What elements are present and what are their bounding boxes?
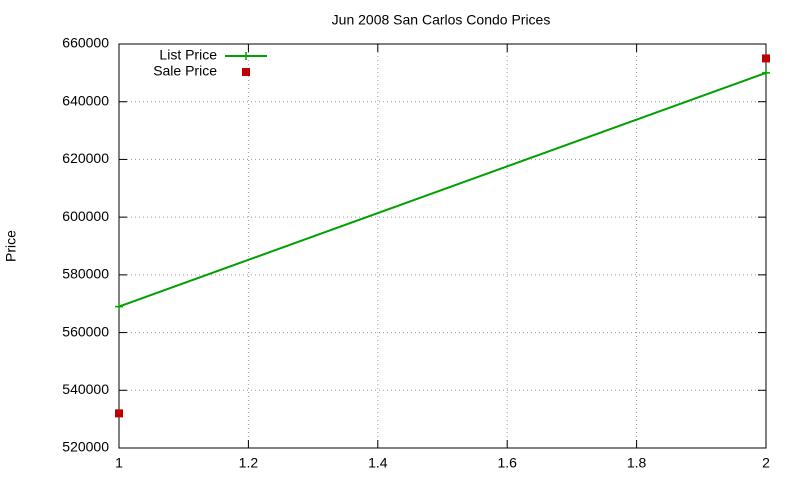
series-line [118, 71, 767, 308]
legend-label: List Price [159, 47, 217, 63]
y-tick-label: 520000 [62, 439, 109, 455]
legend-marker [242, 52, 250, 60]
y-axis-label: Price [3, 230, 19, 262]
x-tick-label: 1 [115, 455, 123, 471]
x-tick-label: 1.4 [368, 455, 388, 471]
point [115, 302, 123, 311]
y-tick-label: 620000 [62, 150, 109, 166]
point [762, 54, 770, 63]
y-tick-label: 640000 [62, 92, 109, 108]
y-tick-label: 660000 [62, 35, 109, 51]
y-tick-label: 580000 [62, 266, 109, 282]
x-tick-label: 2 [762, 455, 770, 471]
legend-marker [242, 68, 250, 76]
plot-border [118, 43, 767, 449]
x-tick-label: 1.2 [239, 455, 259, 471]
y-tick-label: 600000 [62, 208, 109, 224]
chart-title: Jun 2008 San Carlos Condo Prices [332, 12, 551, 28]
x-tick-label: 1.8 [627, 455, 647, 471]
x-tick-label: 1.6 [497, 455, 517, 471]
y-tick-label: 560000 [62, 323, 109, 339]
point [762, 68, 770, 77]
y-tick-label: 540000 [62, 381, 109, 397]
legend-label: Sale Price [153, 63, 217, 79]
point [115, 409, 123, 418]
